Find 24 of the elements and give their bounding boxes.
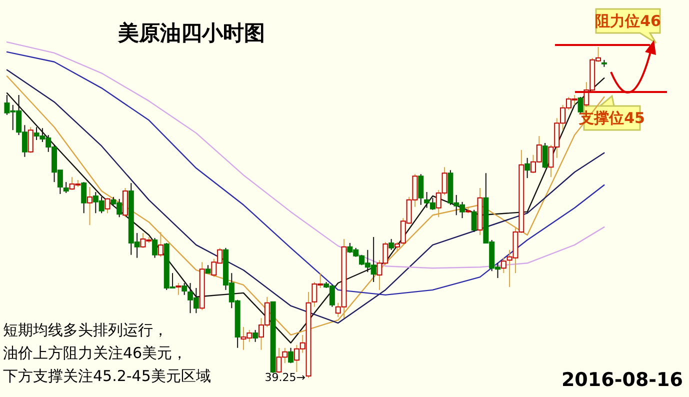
candlestick: [394, 241, 400, 252]
candlestick: [388, 238, 394, 250]
candlestick: [182, 282, 188, 296]
candlestick: [288, 347, 294, 364]
candlestick: [104, 197, 110, 214]
candlestick: [524, 157, 530, 179]
annotation: 2016-08-16: [561, 369, 683, 391]
candlestick: [81, 182, 87, 214]
candlestick: [87, 186, 92, 226]
candlestick: [28, 126, 34, 154]
candlestick: [152, 237, 158, 258]
candlestick: [176, 282, 182, 296]
candlestick: [471, 209, 477, 233]
candlestick: [500, 257, 506, 274]
candlestick: [542, 142, 548, 169]
candlestick: [158, 232, 164, 258]
ref-line-label: 阻力位46: [595, 12, 661, 30]
candlestick: [418, 174, 424, 206]
ref-line-label: 支撑位45: [578, 109, 645, 127]
annotation: 39.25→: [264, 371, 306, 384]
candlestick: [63, 182, 69, 194]
annotation: 短期均线多头排列运行，油价上方阻力关注46美元，下方支撑关注45.2-45美元区域: [3, 321, 211, 385]
chart-title: 美原油四小时图: [117, 20, 265, 45]
candlestick: [252, 330, 258, 342]
